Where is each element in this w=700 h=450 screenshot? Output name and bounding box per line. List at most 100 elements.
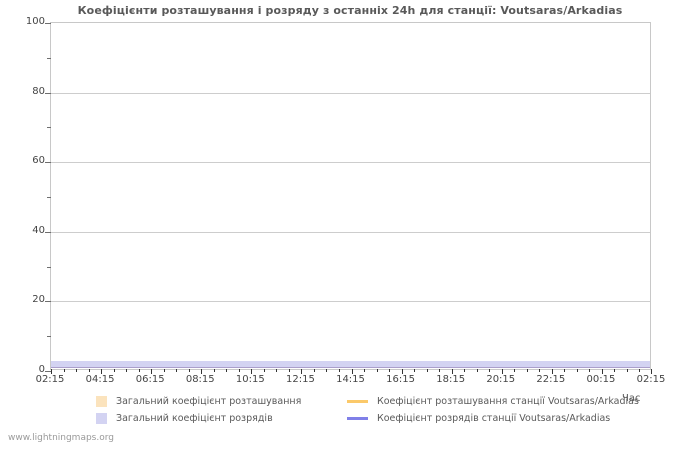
x-axis-minor-tick (138, 369, 140, 372)
legend-swatch-box-icon (96, 396, 107, 407)
x-axis-minor-tick (313, 369, 315, 372)
x-axis-tick (501, 369, 503, 374)
y-axis-tick-label: 80 (32, 85, 45, 97)
x-axis-tick-label: 20:15 (486, 374, 516, 385)
x-axis-minor-tick (589, 369, 591, 372)
x-axis-minor-tick (376, 369, 378, 372)
x-axis-minor-tick (614, 369, 616, 372)
x-axis-tick (301, 369, 303, 374)
x-axis-minor-tick (389, 369, 391, 372)
x-axis-minor-tick (226, 369, 228, 372)
chart-legend: Загальний коефіцієнт розташування Коефіц… (96, 393, 656, 427)
x-axis-tick-label: 22:15 (536, 374, 566, 385)
y-axis-tick (45, 231, 51, 233)
x-axis-minor-tick (163, 369, 165, 372)
x-axis-minor-tick (288, 369, 290, 372)
x-axis-minor-tick (113, 369, 115, 372)
x-axis-minor-tick (439, 369, 441, 372)
y-axis-tick-label: 40 (32, 224, 45, 236)
y-axis-tick-label: 60 (32, 155, 45, 167)
y-axis-tick (45, 371, 51, 372)
legend-item-total-discharge[interactable]: Загальний коефіцієнт розрядів (96, 413, 346, 424)
x-axis-minor-tick (238, 369, 240, 372)
x-axis-minor-tick (526, 369, 528, 372)
x-axis-tick (151, 369, 153, 374)
series-area (51, 361, 650, 368)
y-axis-minor-tick (47, 197, 51, 198)
x-axis-minor-tick (364, 369, 366, 372)
legend-item-label: Загальний коефіцієнт розрядів (116, 413, 273, 424)
watermark: www.lightningmaps.org (8, 433, 114, 443)
legend-item-station-location[interactable]: Коефіцієнт розташування станції Voutsara… (346, 396, 656, 407)
x-axis-tick-label: 18:15 (436, 374, 466, 385)
x-axis-minor-tick (414, 369, 416, 372)
y-axis-tick-label: 0 (38, 364, 45, 375)
x-axis-tick-label: 00:15 (586, 374, 616, 385)
legend-row: Загальний коефіцієнт розташування Коефіц… (96, 393, 656, 410)
legend-item-label: Загальний коефіцієнт розташування (116, 396, 302, 407)
gridline (51, 301, 650, 303)
y-axis-minor-tick (47, 266, 51, 268)
x-axis-tick (251, 369, 253, 374)
x-axis-tick (451, 369, 453, 374)
y-axis-tick (45, 301, 51, 303)
x-axis-minor-tick (76, 369, 78, 372)
x-axis-tick (201, 369, 203, 374)
y-axis-tick (45, 23, 51, 24)
y-axis-tick-label: 100 (25, 16, 45, 27)
x-axis-minor-tick (126, 369, 128, 372)
x-axis-minor-tick (626, 369, 628, 372)
x-axis-minor-tick (338, 369, 340, 372)
x-axis-tick-label: 12:15 (285, 374, 315, 385)
x-axis-minor-tick (514, 369, 516, 372)
legend-swatch-box-icon (96, 413, 107, 424)
y-axis-tick-label: 20 (32, 294, 45, 306)
page-title: Коефіцієнти розташування і розряду з ост… (77, 4, 623, 17)
x-axis-minor-tick (326, 369, 328, 372)
x-axis-minor-tick (564, 369, 566, 372)
y-axis-tick (45, 92, 51, 94)
x-axis-minor-tick (639, 369, 641, 372)
x-axis-tick-label: 06:15 (135, 374, 165, 385)
legend-item-total-location[interactable]: Загальний коефіцієнт розташування (96, 396, 346, 407)
legend-item-station-discharge[interactable]: Коефіцієнт розрядів станції Voutsaras/Ar… (346, 413, 656, 424)
x-axis-minor-tick (88, 369, 90, 372)
plot-area (45, 22, 652, 374)
x-axis-minor-tick (464, 369, 466, 372)
x-axis-minor-tick (426, 369, 428, 372)
x-axis-tick-label: 10:15 (235, 374, 265, 385)
x-axis-minor-tick (276, 369, 278, 372)
x-axis-tick (651, 369, 652, 374)
x-axis-minor-tick (263, 369, 265, 372)
legend-row: Загальний коефіцієнт розрядів Коефіцієнт… (96, 410, 656, 427)
series-line (51, 367, 650, 368)
legend-item-label: Коефіцієнт розташування станції Voutsara… (377, 396, 639, 407)
x-axis-tick (601, 369, 603, 374)
gridline (51, 231, 650, 233)
gridline (51, 92, 650, 94)
x-axis-tick (351, 369, 353, 374)
x-axis-tick-label: 16:15 (386, 374, 415, 385)
x-axis-tick (551, 369, 553, 374)
y-axis-minor-tick (47, 57, 51, 59)
x-axis-tick (51, 369, 52, 374)
x-axis-minor-tick (539, 369, 541, 372)
x-axis-tick-label: 02:15 (636, 374, 666, 385)
x-axis-minor-tick (188, 369, 190, 372)
y-axis-tick (45, 162, 51, 164)
x-axis-minor-tick (489, 369, 491, 372)
x-axis-tick-label: 14:15 (336, 374, 365, 385)
x-axis-tick (101, 369, 103, 374)
y-axis-minor-tick (47, 127, 51, 129)
x-axis-tick (401, 369, 403, 374)
x-axis-tick-label: 04:15 (85, 374, 115, 385)
x-axis-label: Час (622, 393, 641, 404)
legend-item-label: Коефіцієнт розрядів станції Voutsaras/Ar… (377, 413, 611, 424)
legend-swatch-line-icon (347, 417, 368, 420)
x-axis-minor-tick (576, 369, 578, 372)
x-axis-minor-tick (176, 369, 178, 372)
y-axis-minor-tick (47, 336, 51, 338)
x-axis-tick-label: 02:15 (35, 374, 65, 385)
legend-swatch-line-icon (347, 400, 368, 403)
x-axis-tick-label: 08:15 (185, 374, 215, 385)
